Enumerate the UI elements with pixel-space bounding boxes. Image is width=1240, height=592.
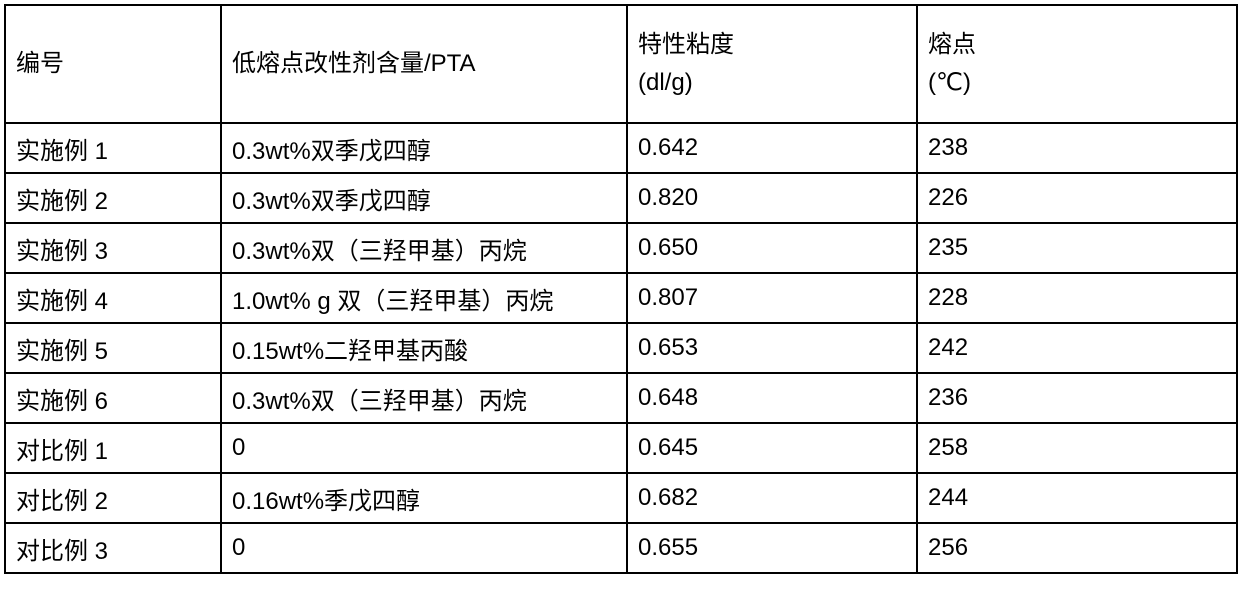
cell-melting: 244 xyxy=(917,473,1237,523)
table-body: 实施例 1 0.3wt%双季戊四醇 0.642 238 实施例 2 0.3wt%… xyxy=(5,123,1237,573)
cell-id: 对比例 2 xyxy=(5,473,221,523)
cell-melting: 236 xyxy=(917,373,1237,423)
table-row: 对比例 3 0 0.655 256 xyxy=(5,523,1237,573)
table-row: 实施例 6 0.3wt%双（三羟甲基）丙烷 0.648 236 xyxy=(5,373,1237,423)
cell-viscosity: 0.682 xyxy=(627,473,917,523)
cell-viscosity: 0.642 xyxy=(627,123,917,173)
cell-modifier: 0.3wt%双季戊四醇 xyxy=(221,173,627,223)
cell-id: 实施例 3 xyxy=(5,223,221,273)
cell-modifier: 0.3wt%双季戊四醇 xyxy=(221,123,627,173)
cell-id: 实施例 5 xyxy=(5,323,221,373)
cell-viscosity: 0.820 xyxy=(627,173,917,223)
col-header-viscosity: 特性粘度(dl/g) xyxy=(627,5,917,123)
cell-viscosity: 0.648 xyxy=(627,373,917,423)
cell-viscosity: 0.655 xyxy=(627,523,917,573)
cell-melting: 242 xyxy=(917,323,1237,373)
cell-melting: 258 xyxy=(917,423,1237,473)
cell-id: 实施例 2 xyxy=(5,173,221,223)
cell-id: 对比例 1 xyxy=(5,423,221,473)
table-row: 对比例 2 0.16wt%季戊四醇 0.682 244 xyxy=(5,473,1237,523)
data-table: 编号 低熔点改性剂含量/PTA 特性粘度(dl/g) 熔点(℃) 实施例 1 0… xyxy=(4,4,1238,574)
cell-modifier: 0.3wt%双（三羟甲基）丙烷 xyxy=(221,223,627,273)
cell-modifier: 0 xyxy=(221,423,627,473)
cell-id: 对比例 3 xyxy=(5,523,221,573)
cell-modifier: 0.16wt%季戊四醇 xyxy=(221,473,627,523)
table-row: 实施例 1 0.3wt%双季戊四醇 0.642 238 xyxy=(5,123,1237,173)
cell-modifier: 0 xyxy=(221,523,627,573)
col-header-modifier: 低熔点改性剂含量/PTA xyxy=(221,5,627,123)
cell-viscosity: 0.807 xyxy=(627,273,917,323)
cell-id: 实施例 4 xyxy=(5,273,221,323)
table-row: 对比例 1 0 0.645 258 xyxy=(5,423,1237,473)
cell-id: 实施例 1 xyxy=(5,123,221,173)
cell-modifier: 0.3wt%双（三羟甲基）丙烷 xyxy=(221,373,627,423)
table-header: 编号 低熔点改性剂含量/PTA 特性粘度(dl/g) 熔点(℃) xyxy=(5,5,1237,123)
cell-id: 实施例 6 xyxy=(5,373,221,423)
cell-melting: 235 xyxy=(917,223,1237,273)
header-row: 编号 低熔点改性剂含量/PTA 特性粘度(dl/g) 熔点(℃) xyxy=(5,5,1237,123)
table-row: 实施例 4 1.0wt% g 双（三羟甲基）丙烷 0.807 228 xyxy=(5,273,1237,323)
cell-viscosity: 0.650 xyxy=(627,223,917,273)
col-header-melting: 熔点(℃) xyxy=(917,5,1237,123)
cell-modifier: 0.15wt%二羟甲基丙酸 xyxy=(221,323,627,373)
cell-viscosity: 0.645 xyxy=(627,423,917,473)
col-header-id: 编号 xyxy=(5,5,221,123)
cell-melting: 256 xyxy=(917,523,1237,573)
cell-viscosity: 0.653 xyxy=(627,323,917,373)
table-row: 实施例 3 0.3wt%双（三羟甲基）丙烷 0.650 235 xyxy=(5,223,1237,273)
table-row: 实施例 5 0.15wt%二羟甲基丙酸 0.653 242 xyxy=(5,323,1237,373)
cell-modifier: 1.0wt% g 双（三羟甲基）丙烷 xyxy=(221,273,627,323)
cell-melting: 226 xyxy=(917,173,1237,223)
cell-melting: 228 xyxy=(917,273,1237,323)
table-row: 实施例 2 0.3wt%双季戊四醇 0.820 226 xyxy=(5,173,1237,223)
cell-melting: 238 xyxy=(917,123,1237,173)
